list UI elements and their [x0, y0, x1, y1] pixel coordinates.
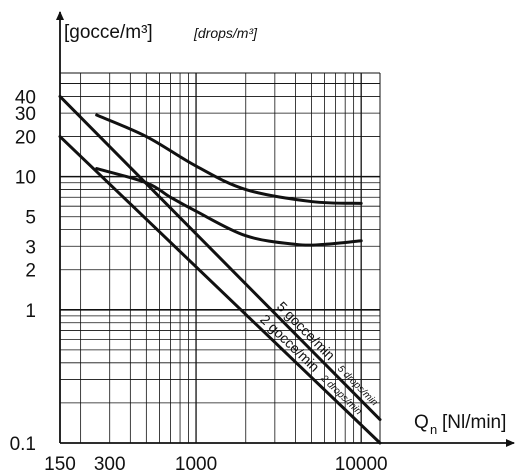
y-tick-label: 20 — [15, 128, 36, 149]
y-tick-label: 3 — [25, 237, 36, 258]
y-tick-label: 0.1 — [10, 434, 36, 455]
x-axis-title-sub: n — [430, 422, 437, 437]
axes — [56, 11, 515, 447]
series-lines — [58, 94, 382, 445]
y-tick-label: 5 — [25, 208, 36, 229]
y-tick-label: 10 — [15, 168, 36, 189]
series-line-3 — [95, 113, 363, 205]
y-tick-label: 40 — [15, 87, 36, 108]
x-axis-title-unit: [Nl/min] — [442, 412, 506, 433]
series-line-4 — [95, 167, 363, 247]
grid — [60, 72, 381, 444]
y-axis-title: [gocce/m³] — [64, 22, 153, 43]
y-tick-label: 30 — [15, 104, 36, 125]
x-tick-label: 1000 — [175, 454, 217, 475]
x-tick-label: 150 — [44, 454, 76, 475]
x-axis-title-q: Q — [414, 412, 429, 433]
series-line-1 — [58, 94, 382, 422]
y-tick-label: 2 — [25, 261, 36, 282]
x-tick-label: 10000 — [335, 454, 388, 475]
series-line-2 — [58, 135, 382, 445]
y-axis-title-en: [drops/m³] — [193, 25, 258, 41]
x-tick-label: 300 — [94, 454, 126, 475]
y-tick-label: 1 — [25, 301, 36, 322]
